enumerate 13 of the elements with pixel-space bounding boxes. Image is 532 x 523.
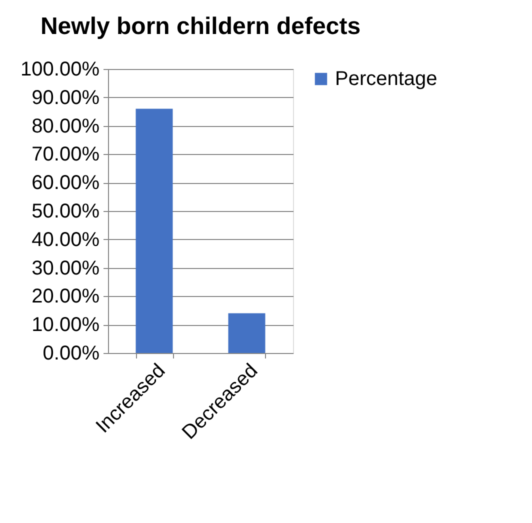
chart-title: Newly born childern defects: [40, 13, 361, 40]
y-tick-label: 40.00%: [32, 228, 100, 251]
y-tick-label: 10.00%: [32, 314, 100, 336]
y-tick-label: 70.00%: [32, 144, 100, 166]
y-tick-label: 50.00%: [32, 200, 100, 222]
y-tick-label: 100.00%: [20, 58, 100, 80]
y-tick-label: 0.00%: [42, 342, 100, 364]
legend-label: Percentage: [335, 68, 438, 90]
y-tick-label: 30.00%: [32, 257, 100, 280]
y-tick-label: 80.00%: [32, 115, 100, 138]
y-tick-label: 90.00%: [32, 86, 100, 109]
y-tick-label: 20.00%: [32, 286, 100, 308]
y-tick-label: 60.00%: [32, 172, 100, 194]
